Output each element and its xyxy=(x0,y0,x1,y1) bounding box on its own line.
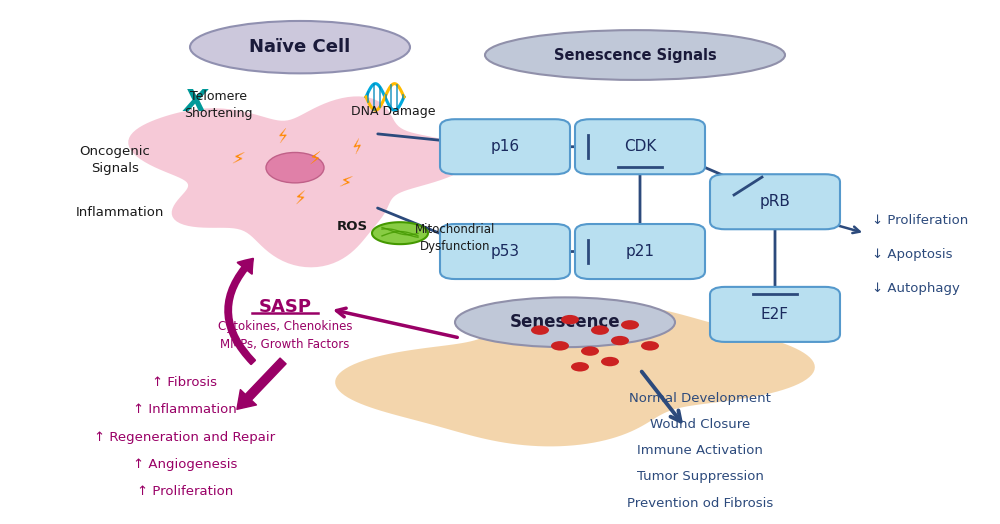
FancyBboxPatch shape xyxy=(575,224,705,279)
Text: pRB: pRB xyxy=(760,194,790,209)
Text: ↑ Fibrosis: ↑ Fibrosis xyxy=(152,376,218,389)
Text: Senescence: Senescence xyxy=(510,313,620,331)
Text: Tumor Suppression: Tumor Suppression xyxy=(637,471,763,483)
Text: Naïve Cell: Naïve Cell xyxy=(249,38,351,56)
Text: ⚡: ⚡ xyxy=(309,151,321,169)
Circle shape xyxy=(621,320,639,330)
Circle shape xyxy=(581,346,599,356)
Text: ⚡: ⚡ xyxy=(293,190,307,209)
Text: Immune Activation: Immune Activation xyxy=(637,444,763,457)
Text: CDK: CDK xyxy=(624,139,656,154)
Text: Telomere
Shortening: Telomere Shortening xyxy=(184,90,252,120)
Polygon shape xyxy=(372,222,428,244)
Text: E2F: E2F xyxy=(761,307,789,322)
FancyBboxPatch shape xyxy=(440,119,570,174)
Ellipse shape xyxy=(190,21,410,73)
Text: Normal Development: Normal Development xyxy=(629,392,771,405)
Text: ↓ Apoptosis: ↓ Apoptosis xyxy=(872,248,952,260)
Ellipse shape xyxy=(455,298,675,347)
Circle shape xyxy=(571,362,589,372)
Text: Prevention od Fibrosis: Prevention od Fibrosis xyxy=(627,497,773,509)
Text: ↑ Inflammation: ↑ Inflammation xyxy=(133,403,237,416)
Text: Mitochondrial
Dysfunction: Mitochondrial Dysfunction xyxy=(415,223,495,254)
Circle shape xyxy=(641,341,659,351)
Text: Senescence Signals: Senescence Signals xyxy=(554,48,716,62)
Text: X: X xyxy=(183,88,207,117)
FancyBboxPatch shape xyxy=(575,119,705,174)
Circle shape xyxy=(611,336,629,345)
Text: Inflammation: Inflammation xyxy=(76,206,164,219)
Text: ⚡: ⚡ xyxy=(275,127,291,148)
Text: p21: p21 xyxy=(626,244,654,259)
Circle shape xyxy=(561,315,579,324)
Ellipse shape xyxy=(485,30,785,80)
Text: ⚡: ⚡ xyxy=(230,150,246,170)
Text: ↓ Proliferation: ↓ Proliferation xyxy=(872,214,968,226)
Text: ↑ Regeneration and Repair: ↑ Regeneration and Repair xyxy=(94,431,276,443)
Text: ↑ Angiogenesis: ↑ Angiogenesis xyxy=(133,458,237,471)
Text: ⚡: ⚡ xyxy=(348,137,368,159)
Circle shape xyxy=(531,325,549,335)
Polygon shape xyxy=(335,303,815,446)
Text: Oncogenic
Signals: Oncogenic Signals xyxy=(80,145,150,175)
Text: Wound Closure: Wound Closure xyxy=(650,418,750,431)
Text: p16: p16 xyxy=(490,139,520,154)
FancyArrowPatch shape xyxy=(237,358,286,409)
Polygon shape xyxy=(128,96,473,267)
Text: ⚡: ⚡ xyxy=(337,173,353,194)
FancyBboxPatch shape xyxy=(710,174,840,230)
Ellipse shape xyxy=(266,152,324,183)
Circle shape xyxy=(601,357,619,366)
Text: ↑ Proliferation: ↑ Proliferation xyxy=(137,485,233,498)
FancyArrowPatch shape xyxy=(225,259,255,364)
FancyBboxPatch shape xyxy=(710,287,840,342)
Text: SASP: SASP xyxy=(258,298,312,315)
Text: ROS: ROS xyxy=(337,220,368,233)
Circle shape xyxy=(591,325,609,335)
Circle shape xyxy=(551,341,569,351)
Text: ↓ Autophagy: ↓ Autophagy xyxy=(872,282,960,294)
Text: p53: p53 xyxy=(490,244,520,259)
Text: Cytokines, Chenokines
MMPs, Growth Factors: Cytokines, Chenokines MMPs, Growth Facto… xyxy=(218,320,352,351)
FancyBboxPatch shape xyxy=(440,224,570,279)
Text: DNA Damage: DNA Damage xyxy=(351,105,435,118)
